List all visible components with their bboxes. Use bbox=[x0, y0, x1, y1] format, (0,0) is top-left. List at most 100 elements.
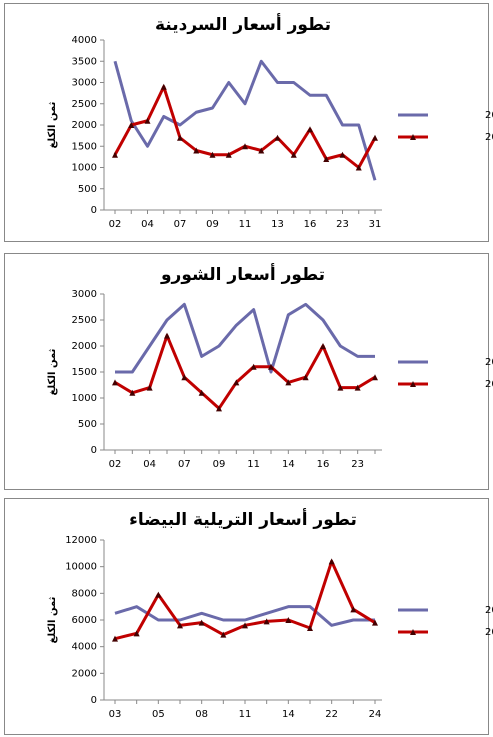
chart-title: تطور أسعار الشورو bbox=[160, 263, 325, 285]
y-tick-label: 0 bbox=[91, 205, 97, 216]
point-marker bbox=[160, 83, 167, 90]
legend-label: السعر 2015 bbox=[485, 627, 493, 638]
y-tick-label: 0 bbox=[91, 445, 97, 456]
y-tick-label: 8000 bbox=[72, 588, 97, 599]
point-marker bbox=[339, 151, 346, 158]
y-tick-label: 2000 bbox=[72, 120, 97, 131]
x-tick-label: 23 bbox=[336, 219, 349, 230]
x-tick-label: 04 bbox=[143, 459, 156, 470]
point-marker bbox=[355, 164, 362, 171]
point-marker bbox=[307, 126, 313, 133]
point-marker bbox=[328, 558, 335, 565]
point-marker bbox=[372, 134, 378, 141]
point-marker bbox=[112, 151, 118, 158]
point-marker bbox=[302, 374, 309, 381]
point-marker bbox=[350, 606, 357, 613]
y-tick-label: 1000 bbox=[72, 163, 97, 174]
x-tick-label: 16 bbox=[304, 219, 317, 230]
point-marker bbox=[258, 147, 265, 154]
legend-label: السعر 2014 bbox=[485, 110, 493, 121]
x-tick-label: 08 bbox=[195, 709, 208, 720]
series-line bbox=[113, 59, 377, 181]
point-marker bbox=[198, 389, 205, 396]
x-tick-label: 22 bbox=[325, 709, 338, 720]
point-marker bbox=[323, 156, 330, 162]
series-line bbox=[114, 605, 375, 627]
y-tick-label: 6000 bbox=[72, 615, 97, 626]
panel bbox=[4, 498, 489, 735]
legend-marker bbox=[410, 381, 416, 387]
y-tick-label: 2000 bbox=[72, 668, 97, 679]
point-marker bbox=[144, 117, 151, 124]
y-axis-label: ثمن الكلغ bbox=[47, 348, 58, 395]
y-tick-label: 3500 bbox=[72, 56, 97, 67]
point-marker bbox=[242, 143, 248, 150]
x-tick-label: 03 bbox=[109, 709, 122, 720]
point-marker bbox=[274, 134, 281, 141]
point-marker bbox=[268, 363, 274, 370]
legend-marker bbox=[410, 629, 416, 635]
x-tick-label: 11 bbox=[239, 219, 252, 230]
x-tick-label: 07 bbox=[174, 219, 187, 230]
y-tick-label: 500 bbox=[78, 184, 97, 195]
y-tick-label: 500 bbox=[78, 419, 97, 430]
point-marker bbox=[193, 147, 200, 154]
y-axis-label: ثمن الكلغ bbox=[47, 101, 58, 148]
x-tick-label: 14 bbox=[282, 459, 295, 470]
panel bbox=[4, 3, 489, 242]
x-tick-label: 23 bbox=[351, 459, 364, 470]
x-tick-label: 11 bbox=[239, 709, 252, 720]
x-tick-label: 09 bbox=[206, 219, 219, 230]
x-tick-label: 31 bbox=[369, 219, 382, 230]
point-marker bbox=[164, 332, 170, 339]
x-tick-label: 09 bbox=[213, 459, 226, 470]
legend-marker bbox=[410, 134, 416, 140]
y-tick-label: 4000 bbox=[72, 642, 97, 653]
legend-label: السعر 2015 bbox=[485, 132, 493, 143]
y-tick-label: 1500 bbox=[72, 367, 97, 378]
x-tick-label: 02 bbox=[109, 459, 122, 470]
y-tick-label: 12000 bbox=[65, 535, 97, 546]
point-marker bbox=[285, 617, 292, 623]
point-marker bbox=[209, 151, 216, 158]
y-tick-label: 4000 bbox=[72, 35, 97, 46]
point-marker bbox=[263, 618, 270, 625]
x-tick-label: 05 bbox=[152, 709, 165, 720]
point-marker bbox=[112, 635, 118, 642]
point-marker bbox=[146, 384, 153, 391]
series-line bbox=[114, 334, 376, 410]
point-marker bbox=[337, 384, 344, 391]
x-tick-label: 07 bbox=[178, 459, 191, 470]
point-marker bbox=[198, 619, 205, 626]
point-marker bbox=[177, 622, 183, 629]
y-tick-label: 0 bbox=[91, 695, 97, 706]
point-marker bbox=[225, 151, 232, 158]
chart-title: تطور أسعار التريلية البيضاء bbox=[129, 508, 357, 530]
point-marker bbox=[155, 591, 162, 598]
point-marker bbox=[250, 363, 257, 370]
y-tick-label: 1000 bbox=[72, 393, 97, 404]
point-marker bbox=[177, 134, 183, 141]
legend-label: السعر 2014 bbox=[485, 357, 493, 368]
point-marker bbox=[233, 379, 240, 386]
legend-label: السعر 2015 bbox=[485, 379, 493, 390]
point-marker bbox=[320, 343, 326, 349]
y-tick-label: 2500 bbox=[72, 99, 97, 110]
chart-title: تطور أسعار السردينة bbox=[155, 13, 331, 35]
y-tick-label: 3000 bbox=[72, 289, 97, 300]
point-marker bbox=[129, 389, 136, 396]
point-marker bbox=[307, 625, 313, 631]
point-marker bbox=[181, 374, 188, 381]
y-tick-label: 2500 bbox=[72, 315, 97, 326]
x-tick-label: 04 bbox=[141, 219, 154, 230]
y-axis-label: ثمن الكلغ bbox=[47, 596, 58, 643]
point-marker bbox=[242, 622, 248, 629]
point-marker bbox=[216, 405, 222, 412]
point-marker bbox=[354, 384, 361, 391]
x-tick-label: 16 bbox=[317, 459, 330, 470]
x-tick-label: 24 bbox=[369, 709, 382, 720]
series-line bbox=[115, 302, 375, 374]
legend-label: السعر 2014 bbox=[485, 605, 493, 616]
point-marker bbox=[220, 631, 227, 638]
